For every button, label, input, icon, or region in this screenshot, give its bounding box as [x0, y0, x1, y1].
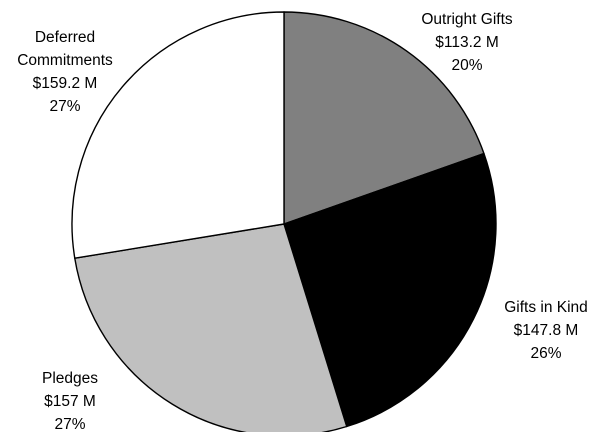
- pie-labels: Outright Gifts $113.2 M 20% Gifts in Kind $1…: [17, 11, 588, 432]
- pie-slice-gifts-in-kind: [283, 152, 497, 428]
- pie-label-outright-gifts: Outright Gifts $113.2 M 20%: [421, 11, 513, 74]
- pie-label-deferred-commitments: Deferred Commitments $159.2 M 27%: [17, 29, 113, 115]
- pie-label-line: 26%: [530, 345, 561, 362]
- pie-slices: [71, 11, 497, 432]
- pie-label-line: Deferred: [35, 29, 95, 46]
- pie-label-line: $159.2 M: [33, 75, 98, 92]
- pie-label-line: Pledges: [42, 370, 98, 387]
- pie-label-gifts-in-kind: Gifts in Kind $147.8 M 26%: [504, 299, 588, 362]
- pie-label-line: 27%: [54, 416, 85, 432]
- pie-slice-deferred-commitments: [71, 11, 285, 259]
- pie-label-line: $147.8 M: [514, 322, 579, 339]
- pie-label-line: 20%: [451, 57, 482, 74]
- pie-label-line: $113.2 M: [435, 34, 498, 51]
- pie-label-pledges: Pledges $157 M 27%: [42, 370, 98, 432]
- pie-label-line: 27%: [49, 98, 80, 115]
- pie-label-line: $157 M: [44, 393, 96, 410]
- pie-slice-pledges: [74, 223, 348, 432]
- pie-label-line: Gifts in Kind: [504, 299, 588, 316]
- pie-label-line: Outright Gifts: [421, 11, 513, 28]
- pie-label-line: Commitments: [17, 52, 113, 69]
